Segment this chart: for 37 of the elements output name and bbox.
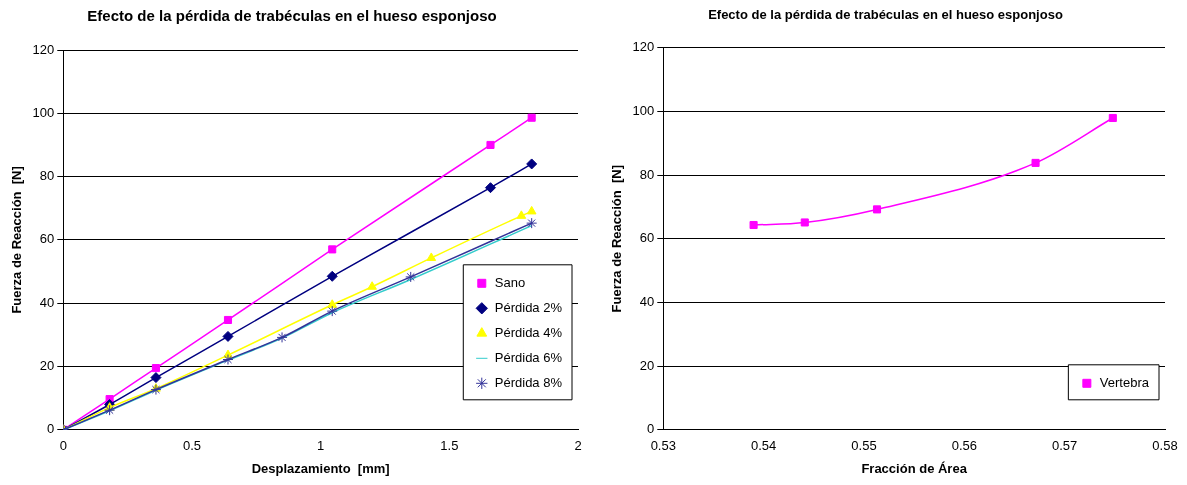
chart-title: Efecto de la pérdida de trabéculas en el hueso esponjoso — [87, 7, 497, 25]
x-tick-label: 0.54 — [750, 438, 777, 454]
y-tick-label: 0 — [47, 421, 55, 437]
x-tick-label: 0.56 — [951, 438, 977, 454]
y-tick-label: 100 — [632, 102, 655, 118]
y-tick-label: 20 — [39, 358, 55, 374]
y-tick-label: 120 — [632, 39, 655, 55]
legend-label: Pérdida 8% — [494, 374, 563, 390]
x-tick-label: 0.53 — [650, 438, 676, 454]
x-axis-title: Desplazamiento [mm] — [251, 460, 390, 476]
x-tick-label: 0 — [59, 438, 67, 454]
y-tick-label: 100 — [32, 104, 55, 120]
y-tick-label: 80 — [639, 166, 655, 182]
x-tick-label: 0.57 — [1052, 438, 1078, 454]
y-tick-label: 120 — [32, 41, 55, 57]
legend-label: Sano — [494, 274, 526, 290]
y-tick-label: 0 — [647, 421, 655, 437]
x-tick-label: 0.58 — [1152, 438, 1178, 454]
y-tick-label: 60 — [39, 231, 55, 247]
legend-label: Pérdida 2% — [494, 299, 563, 315]
y-axis-title: Fuerza de Reacción [N] — [9, 166, 25, 314]
y-axis-title: Fuerza de Reacción [N] — [609, 165, 625, 313]
y-tick-label: 40 — [639, 293, 655, 309]
y-tick-label: 40 — [39, 294, 55, 310]
x-tick-label: 1 — [317, 438, 325, 454]
x-axis-title: Fracción de Área — [861, 460, 968, 476]
y-tick-label: 80 — [39, 168, 55, 184]
x-tick-label: 1.5 — [440, 438, 459, 454]
y-tick-label: 20 — [639, 357, 655, 373]
x-tick-label: 0.55 — [851, 438, 877, 454]
legend-label: Pérdida 4% — [494, 324, 563, 340]
chart-title: Efecto de la pérdida de trabéculas en el hueso esponjoso — [708, 7, 1063, 23]
legend-label: Vertebra — [1099, 374, 1150, 390]
y-tick-label: 60 — [639, 230, 655, 246]
x-tick-label: 2 — [574, 438, 582, 454]
legend-label: Pérdida 6% — [494, 349, 563, 365]
x-tick-label: 0.5 — [182, 438, 202, 454]
